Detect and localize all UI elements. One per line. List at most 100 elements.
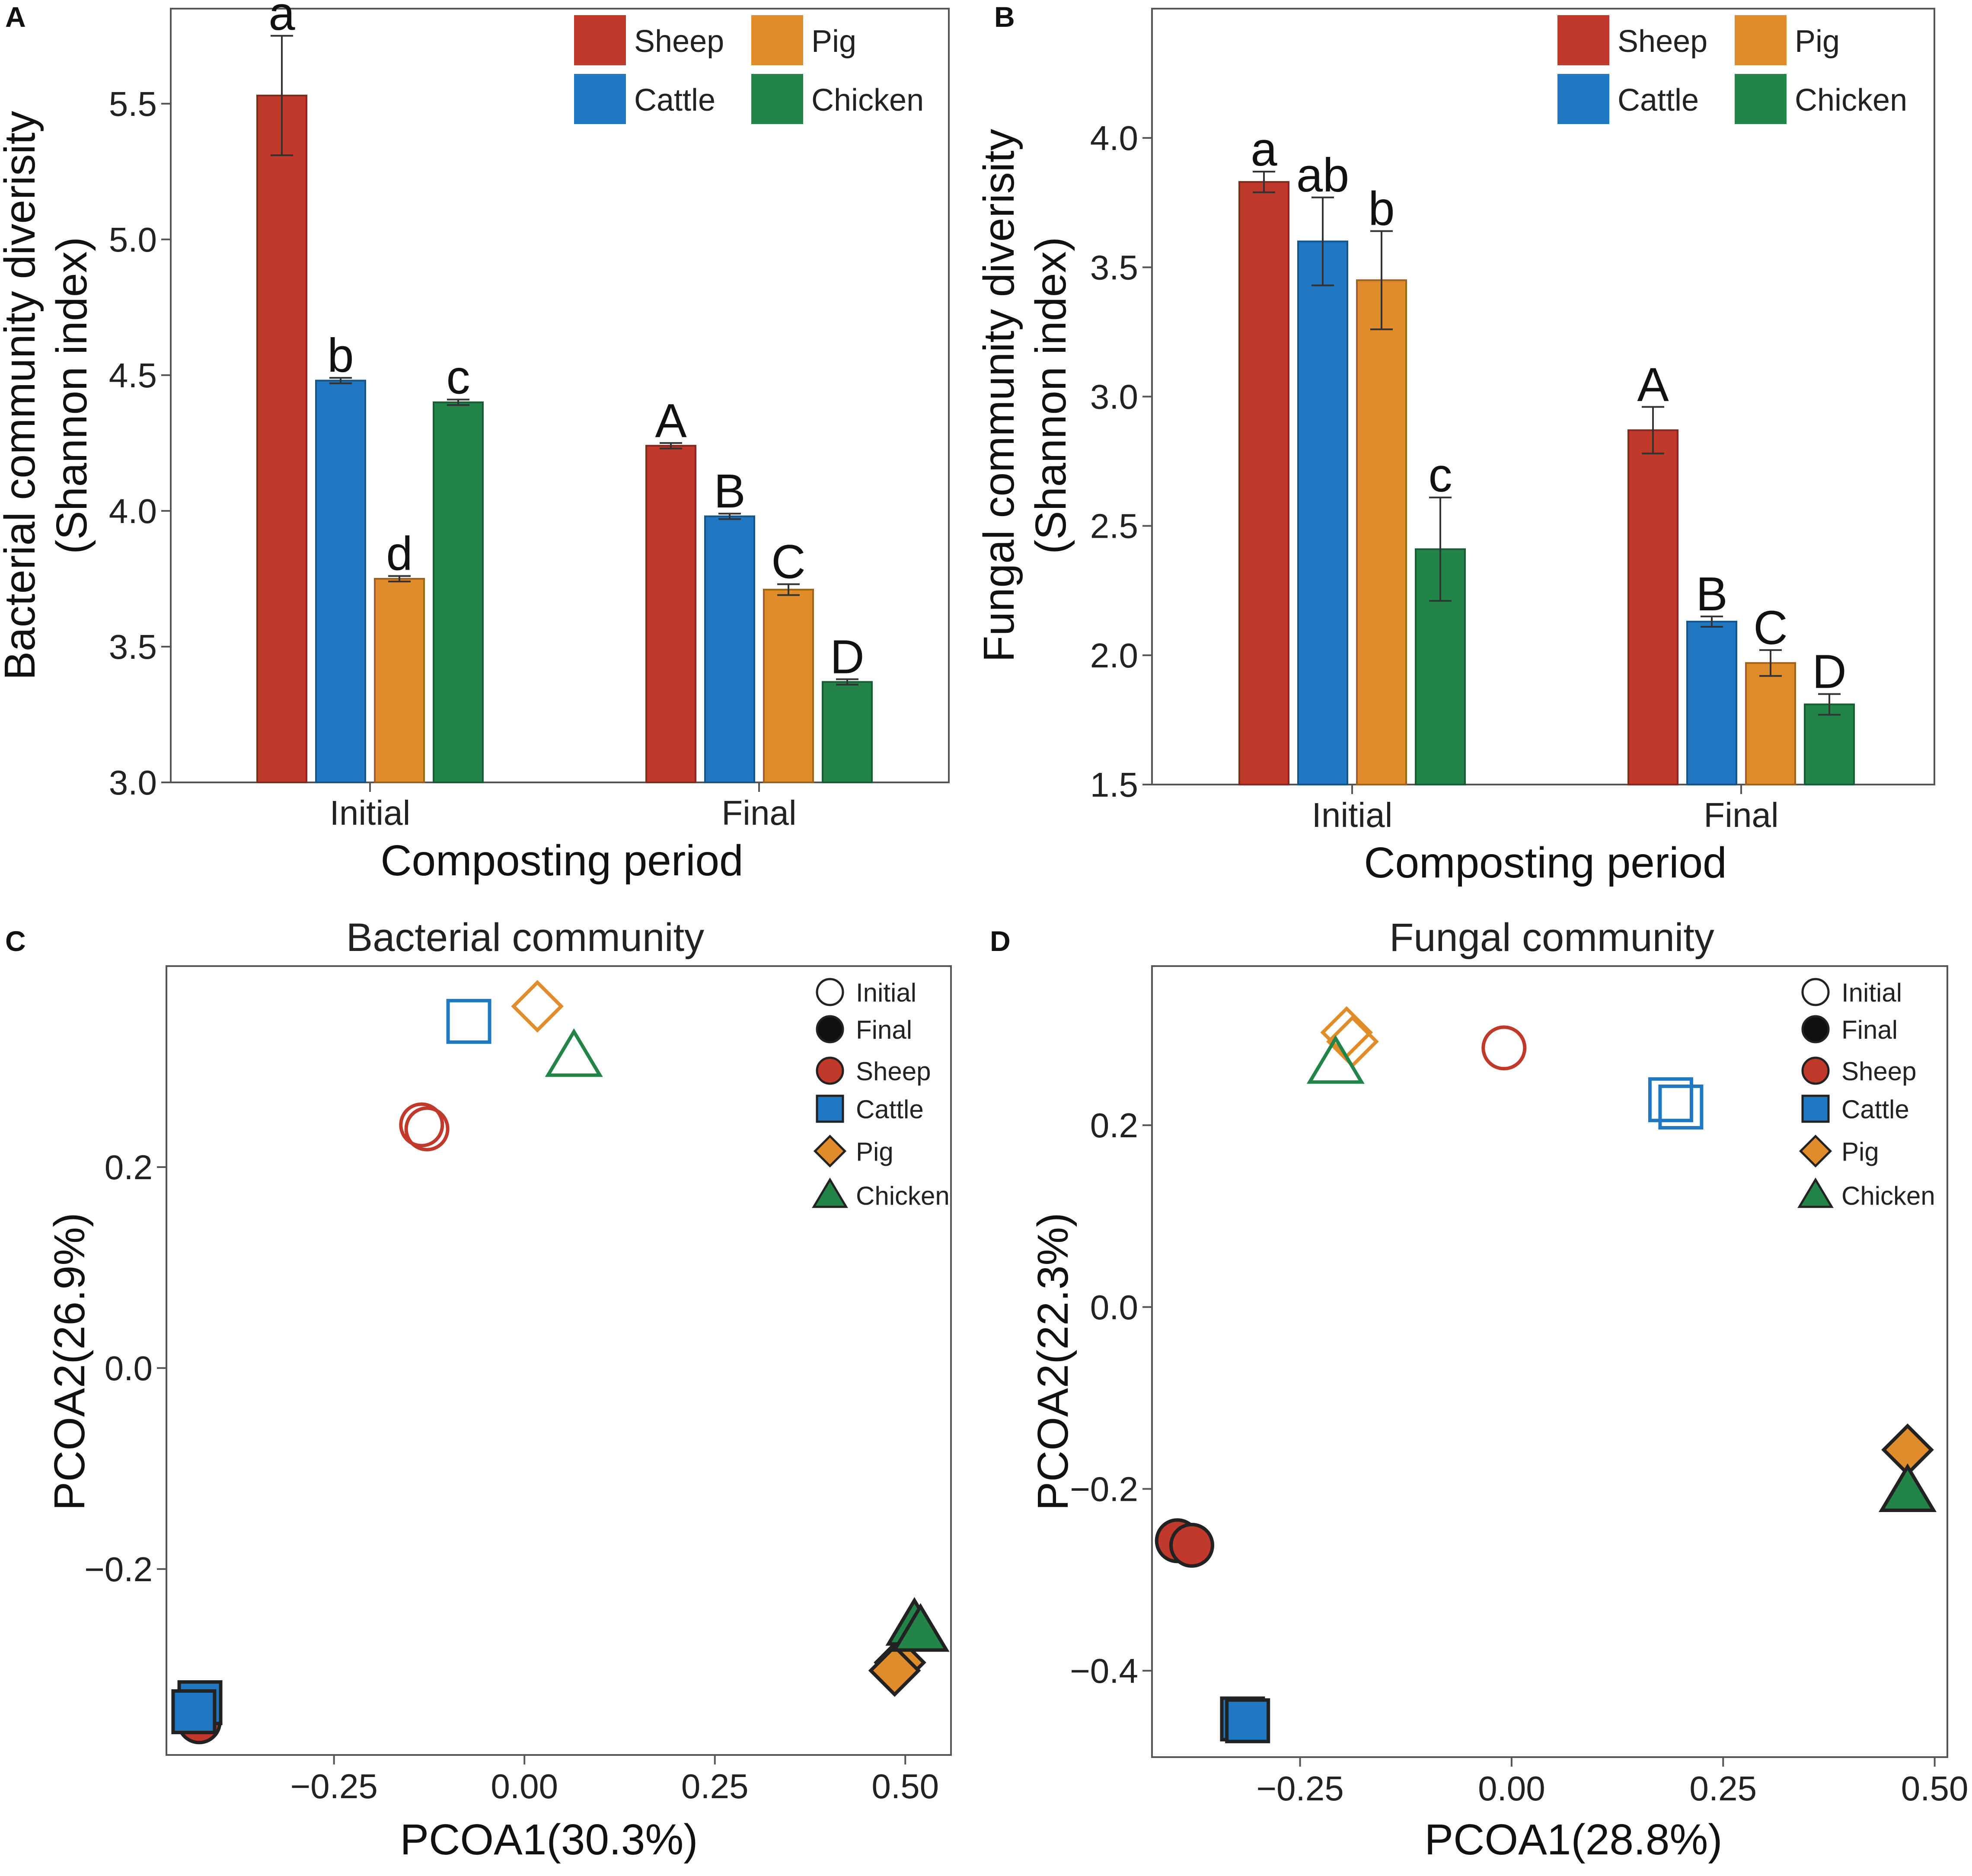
panel-c-x-axis-title: PCOA1(30.3%) xyxy=(400,1815,698,1864)
panel-a-y-axis-title-line2: (Shannon index) xyxy=(48,237,96,554)
significance-letter: a xyxy=(1251,123,1277,176)
significance-letter: ab xyxy=(1296,149,1349,202)
panel-d-y-ticks: −0.4 −0.2 0.0 0.2 xyxy=(1070,1106,1152,1690)
point-sheep-initial xyxy=(399,1102,444,1148)
y-tick-label: 3.0 xyxy=(1090,378,1138,416)
x-tick-label: Initial xyxy=(1312,796,1393,834)
y-tick-label: 3.5 xyxy=(1090,248,1138,287)
significance-letter: b xyxy=(327,329,354,382)
panel-a-y-ticks: 3.0 3.5 4.0 4.5 5.0 5.5 xyxy=(109,85,171,802)
bar-sheep-final xyxy=(645,445,696,783)
y-tick-label: 5.5 xyxy=(109,85,157,123)
y-tick-label: 0.0 xyxy=(105,1349,153,1388)
legend-label-cattle: Cattle xyxy=(1841,1095,1909,1124)
x-tick-label: −0.25 xyxy=(1256,1769,1343,1808)
legend-swatch-sheep xyxy=(571,13,629,68)
significance-letter: b xyxy=(1368,182,1394,236)
panel-b-legend: Sheep Pig Cattle Chicken xyxy=(1555,13,1907,127)
y-tick-label: 4.0 xyxy=(109,492,157,530)
y-tick-label: −0.4 xyxy=(1070,1652,1138,1690)
legend-label-initial: Initial xyxy=(856,978,916,1007)
legend-label-pig: Pig xyxy=(856,1137,893,1166)
x-tick-label: 0.25 xyxy=(1689,1769,1757,1808)
panel-d-title: Fungal community xyxy=(1389,916,1714,960)
x-tick-label: 0.00 xyxy=(1478,1769,1545,1808)
legend-label-initial: Initial xyxy=(1841,978,1902,1007)
panel-d-points xyxy=(1155,1006,1937,1743)
x-tick-label: 0.50 xyxy=(1901,1769,1969,1808)
bar-chicken-initial xyxy=(433,401,484,783)
x-tick-label: Final xyxy=(1704,796,1778,834)
panel-a-plot-frame xyxy=(170,8,950,783)
panel-b-x-axis-title: Composting period xyxy=(1364,839,1726,887)
significance-letter: a xyxy=(268,0,295,40)
legend-key-chicken xyxy=(812,1177,848,1208)
panel-d: D Fungal community −0.4 −0.2 0.0 0.2 −0.25 0… xyxy=(990,916,1968,1864)
significance-letter: D xyxy=(1812,645,1846,699)
legend-label-cattle: Cattle xyxy=(856,1095,924,1124)
legend-key-sheep xyxy=(1801,1056,1830,1085)
legend-label-cattle: Cattle xyxy=(634,83,715,118)
significance-letter: C xyxy=(771,536,805,589)
x-tick-label: 0.00 xyxy=(491,1767,558,1806)
point-pig-final xyxy=(868,1644,921,1697)
significance-letter: A xyxy=(655,394,687,447)
legend-key-cattle xyxy=(816,1094,844,1123)
point-cattle-final xyxy=(171,1689,217,1735)
panel-c-plot-frame xyxy=(166,965,952,1756)
panel-b-x-ticks: Initial Final xyxy=(1312,785,1779,834)
bar-pig-final xyxy=(763,589,814,783)
point-pig-initial xyxy=(511,980,564,1033)
panel-c: C Bacterial community −0.2 0.0 0.2 −0.25 0.… xyxy=(5,916,952,1864)
panel-a-y-axis-title-line1: Bacterial community diverisity xyxy=(0,111,44,680)
significance-letter: d xyxy=(386,527,412,581)
legend-swatch-sheep xyxy=(1555,13,1612,68)
x-tick-label: Initial xyxy=(330,794,411,832)
bar-pig-final xyxy=(1745,662,1796,785)
panel-letter-d: D xyxy=(990,925,1011,957)
legend-label-pig: Pig xyxy=(811,24,856,59)
x-tick-label: −0.25 xyxy=(290,1767,377,1806)
legend-key-pig xyxy=(1799,1134,1832,1168)
legend-label-sheep: Sheep xyxy=(634,24,724,59)
legend-swatch-chicken xyxy=(749,71,806,127)
bar-cattle-final xyxy=(704,515,755,783)
legend-swatch-pig xyxy=(1732,13,1789,68)
legend-label-chicken: Chicken xyxy=(856,1181,950,1210)
point-sheep-final xyxy=(1169,1522,1214,1568)
legend-swatch-pig xyxy=(749,13,806,68)
y-tick-label: 0.0 xyxy=(1090,1288,1138,1327)
x-tick-label: Final xyxy=(721,794,796,832)
legend-key-sheep xyxy=(816,1056,844,1085)
legend-label-pig: Pig xyxy=(1841,1137,1879,1166)
panel-a-x-axis-title: Composting period xyxy=(380,836,743,885)
legend-label-final: Final xyxy=(856,1015,912,1044)
panel-d-plot-frame xyxy=(1151,965,1948,1758)
x-tick-label: 0.50 xyxy=(871,1767,939,1806)
legend-label-final: Final xyxy=(1841,1015,1898,1044)
panel-d-x-ticks: −0.25 0.00 0.25 0.50 xyxy=(1256,1757,1968,1808)
legend-swatch-cattle xyxy=(1555,71,1612,127)
panel-d-x-axis-title: PCOA1(28.8%) xyxy=(1424,1815,1722,1864)
panel-letter-b: B xyxy=(994,1,1015,33)
legend-key-cattle xyxy=(1801,1094,1830,1123)
point-chicken-final xyxy=(891,1603,950,1652)
bar-chicken-final xyxy=(1804,703,1855,786)
legend-key-pig xyxy=(813,1134,847,1168)
legend-label-cattle: Cattle xyxy=(1618,83,1699,118)
y-tick-label: −0.2 xyxy=(1070,1470,1138,1508)
x-tick-label: 0.25 xyxy=(681,1767,749,1806)
y-tick-label: 2.0 xyxy=(1090,636,1138,675)
bar-pig-initial xyxy=(374,577,425,784)
significance-letter: c xyxy=(447,351,470,404)
y-tick-label: 2.5 xyxy=(1090,507,1138,546)
panel-c-legend: Initial Final Sheep Cattle Pig Chicken xyxy=(812,978,950,1210)
point-cattle-initial xyxy=(446,999,491,1044)
significance-letter: B xyxy=(714,465,745,518)
legend-key-chicken xyxy=(1797,1177,1834,1208)
bar-cattle-initial xyxy=(315,380,366,783)
legend-label-pig: Pig xyxy=(1795,24,1840,59)
